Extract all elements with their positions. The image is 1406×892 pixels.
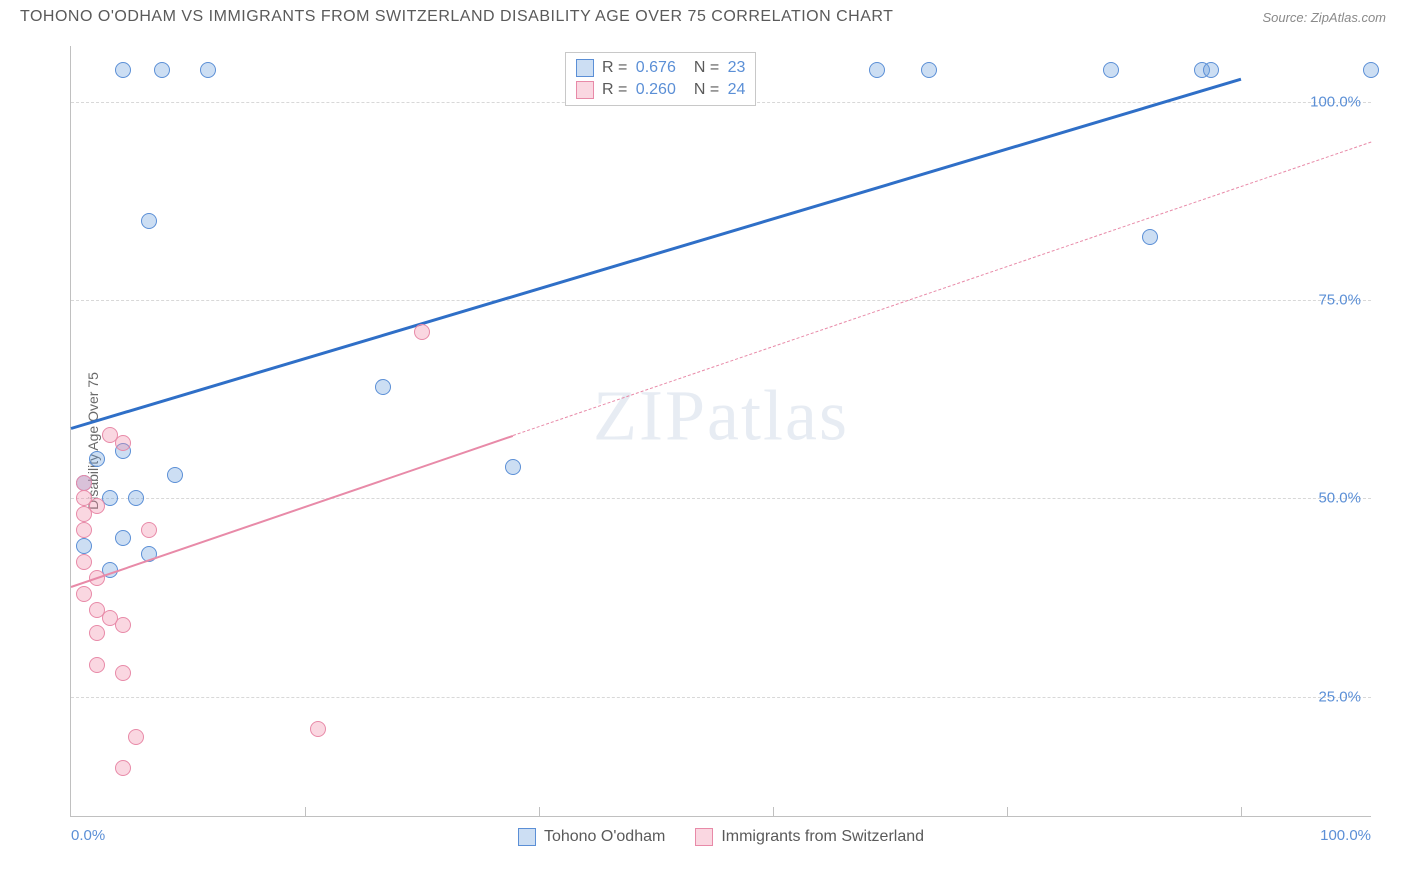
scatter-point (76, 538, 92, 554)
scatter-point (89, 657, 105, 673)
scatter-point (76, 475, 92, 491)
legend-item: Tohono O'odham (518, 828, 665, 846)
regression-line (71, 78, 1242, 430)
scatter-point (128, 490, 144, 506)
legend-swatch (695, 828, 713, 846)
source-label: Source: ZipAtlas.com (1262, 10, 1386, 25)
y-tick-label: 25.0% (1318, 688, 1361, 705)
legend-stats: R = 0.676N = 23R = 0.260N = 24 (565, 52, 756, 106)
x-tick (1007, 807, 1008, 817)
chart-title: TOHONO O'ODHAM VS IMMIGRANTS FROM SWITZE… (20, 8, 893, 26)
scatter-point (89, 498, 105, 514)
plot-area: ZIPatlas 25.0%50.0%75.0%100.0%0.0%100.0%… (70, 46, 1371, 817)
scatter-point (1103, 62, 1119, 78)
legend-bottom: Tohono O'odham Immigrants from Switzerlan… (71, 828, 1371, 846)
y-tick-label: 50.0% (1318, 490, 1361, 507)
scatter-point (1203, 62, 1219, 78)
gridline-h (71, 498, 1371, 499)
watermark-thin: atlas (707, 375, 849, 455)
x-tick (305, 807, 306, 817)
scatter-point (141, 213, 157, 229)
scatter-point (505, 459, 521, 475)
scatter-point (115, 760, 131, 776)
legend-swatch (518, 828, 536, 846)
scatter-point (167, 467, 183, 483)
scatter-point (310, 721, 326, 737)
x-tick (539, 807, 540, 817)
regression-line (513, 141, 1371, 435)
scatter-point (76, 554, 92, 570)
legend-stats-row: R = 0.676N = 23 (576, 57, 745, 79)
scatter-point (869, 62, 885, 78)
regression-line (71, 435, 514, 588)
scatter-point (115, 665, 131, 681)
scatter-point (115, 617, 131, 633)
scatter-point (1363, 62, 1379, 78)
legend-stats-row: R = 0.260N = 24 (576, 79, 745, 101)
chart-container: Disability Age Over 75 ZIPatlas 25.0%50.… (20, 36, 1386, 846)
watermark: ZIPatlas (593, 374, 849, 457)
scatter-point (115, 530, 131, 546)
scatter-point (128, 729, 144, 745)
scatter-point (154, 62, 170, 78)
legend-swatch (576, 59, 594, 77)
scatter-point (76, 522, 92, 538)
scatter-point (414, 324, 430, 340)
x-tick-label: 100.0% (1320, 827, 1371, 844)
x-tick (773, 807, 774, 817)
y-tick-label: 100.0% (1310, 93, 1361, 110)
scatter-point (89, 451, 105, 467)
scatter-point (200, 62, 216, 78)
scatter-point (375, 379, 391, 395)
legend-item: Immigrants from Switzerland (695, 828, 924, 846)
scatter-point (115, 62, 131, 78)
legend-label: Tohono O'odham (544, 828, 665, 846)
x-tick-label: 0.0% (71, 827, 105, 844)
gridline-h (71, 300, 1371, 301)
legend-swatch (576, 81, 594, 99)
scatter-point (141, 522, 157, 538)
x-tick (1241, 807, 1242, 817)
y-tick-label: 75.0% (1318, 292, 1361, 309)
scatter-point (89, 625, 105, 641)
scatter-point (1142, 229, 1158, 245)
scatter-point (76, 586, 92, 602)
scatter-point (115, 435, 131, 451)
legend-label: Immigrants from Switzerland (721, 828, 924, 846)
gridline-h (71, 697, 1371, 698)
scatter-point (921, 62, 937, 78)
